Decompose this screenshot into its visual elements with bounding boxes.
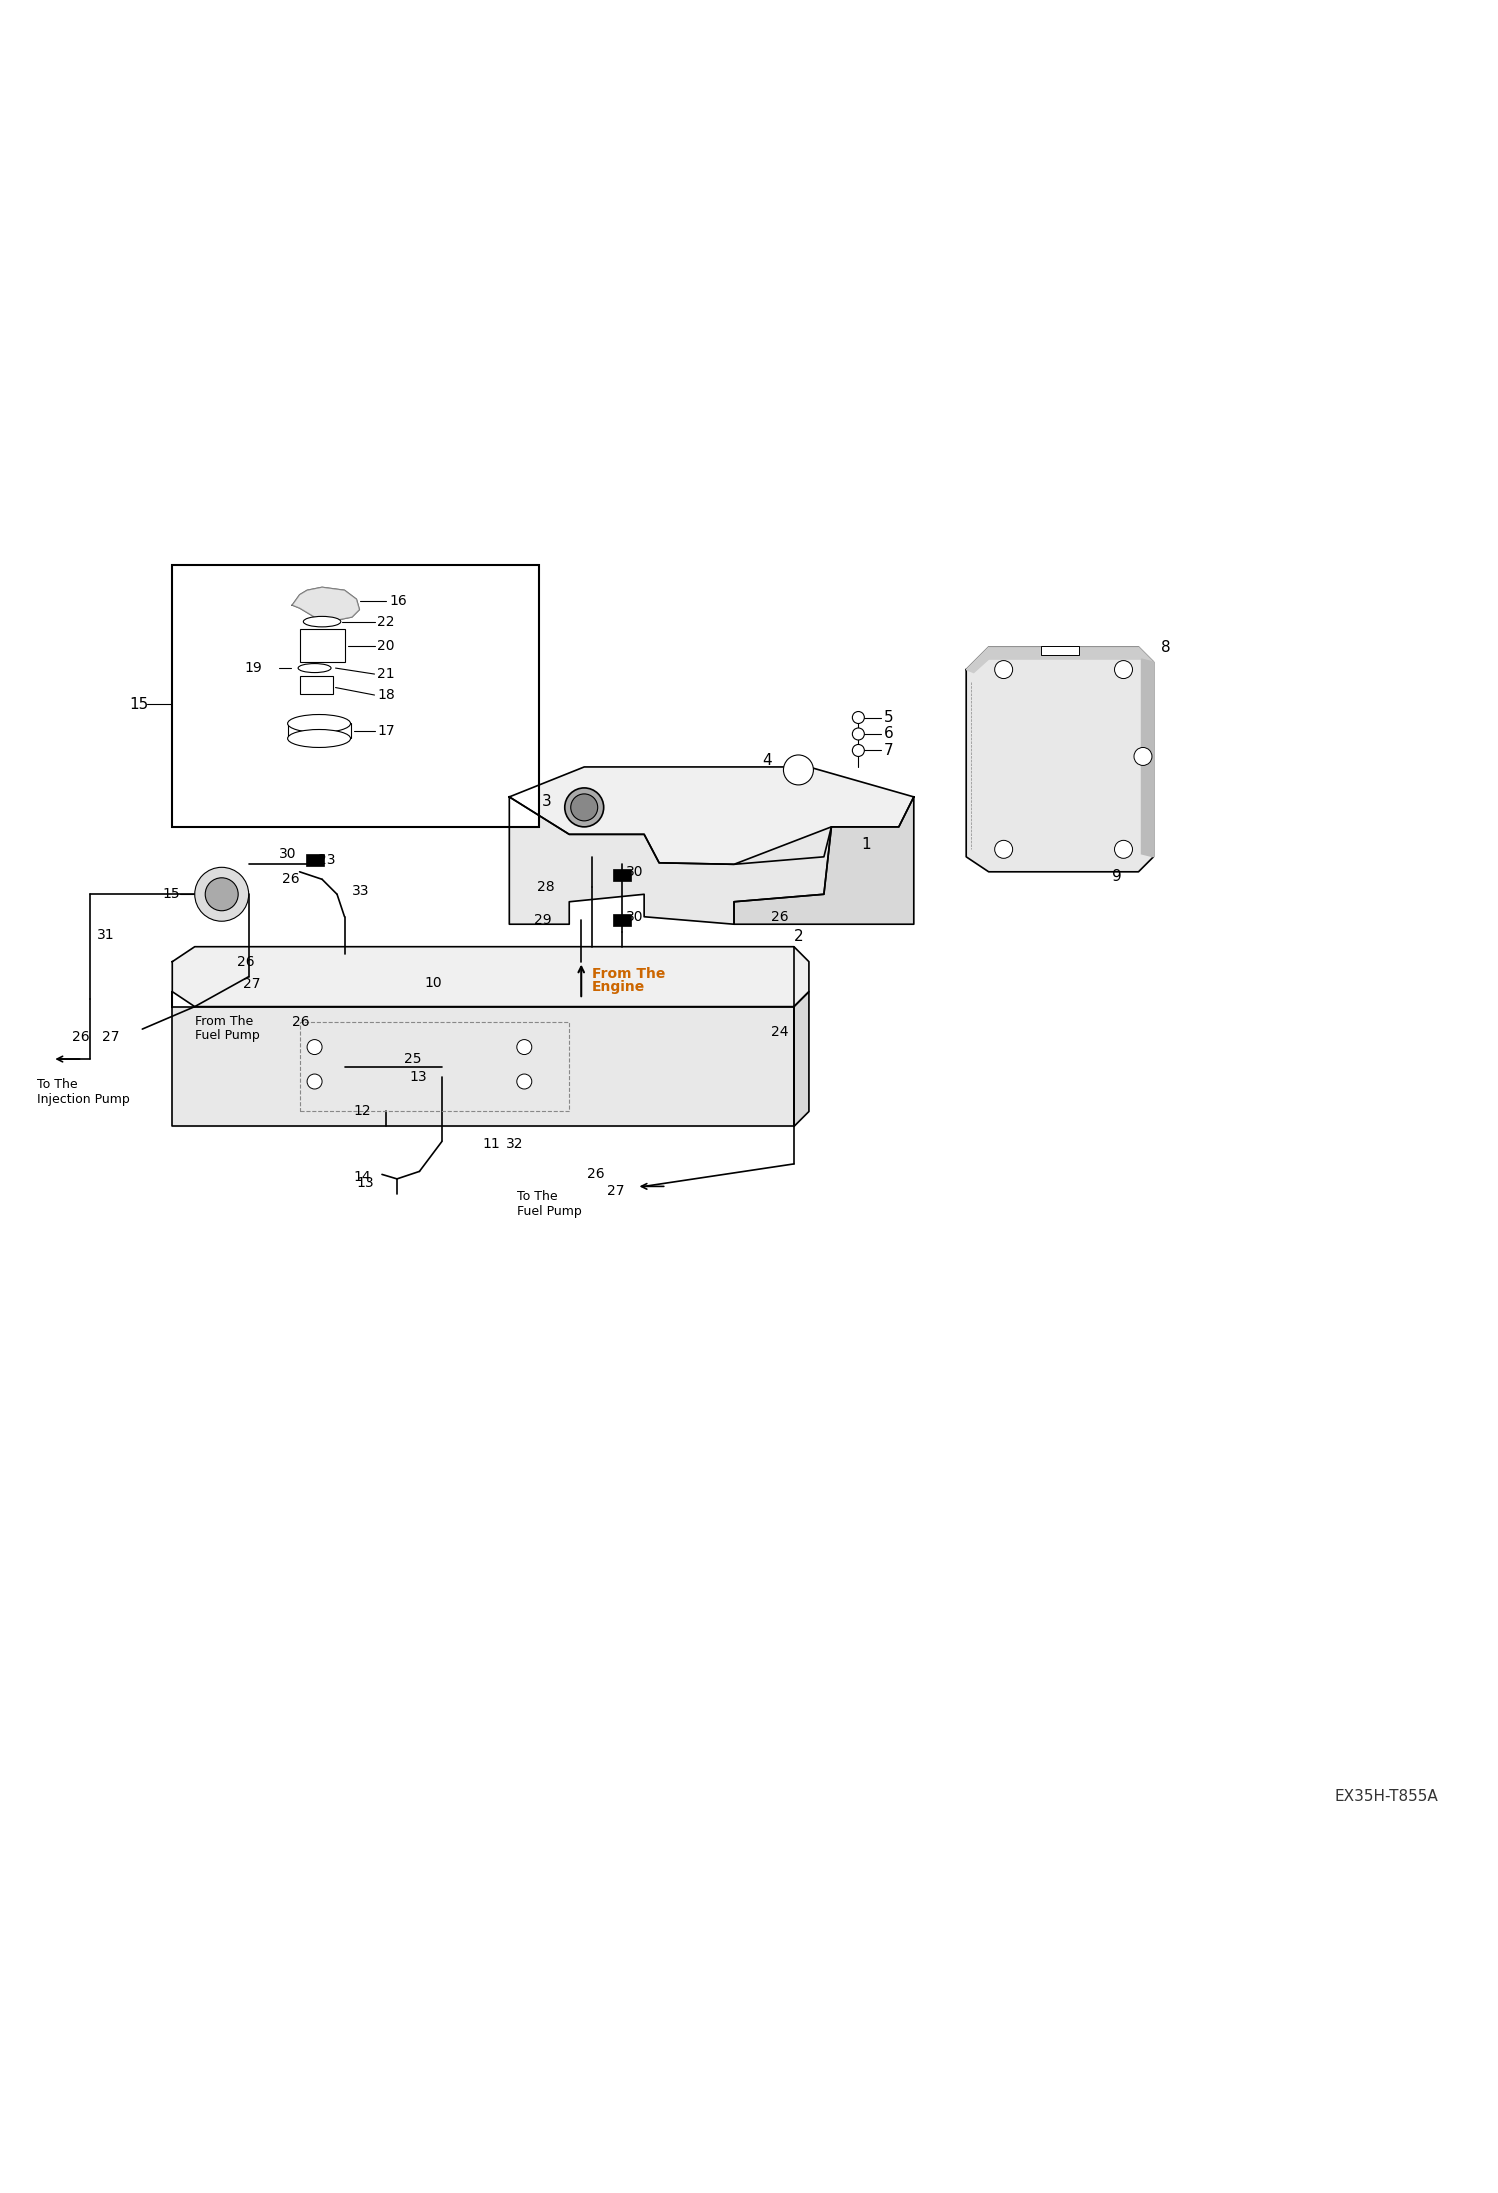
Text: From The: From The bbox=[592, 967, 665, 980]
Circle shape bbox=[852, 711, 864, 724]
Text: Engine: Engine bbox=[592, 980, 646, 993]
Text: 20: 20 bbox=[377, 638, 395, 654]
Text: To The: To The bbox=[37, 1079, 78, 1090]
Text: Fuel Pump: Fuel Pump bbox=[195, 1029, 259, 1042]
Bar bbox=[613, 868, 631, 882]
Ellipse shape bbox=[303, 616, 342, 627]
Text: 7: 7 bbox=[884, 743, 893, 759]
Bar bbox=[300, 629, 345, 662]
Polygon shape bbox=[734, 796, 914, 923]
Text: 4: 4 bbox=[762, 754, 771, 768]
Circle shape bbox=[205, 877, 238, 910]
Circle shape bbox=[995, 660, 1013, 678]
Polygon shape bbox=[794, 991, 809, 1127]
Ellipse shape bbox=[298, 664, 331, 673]
Text: 12: 12 bbox=[354, 1105, 372, 1118]
Circle shape bbox=[852, 728, 864, 739]
Circle shape bbox=[995, 840, 1013, 857]
Bar bbox=[172, 566, 539, 827]
Text: From The: From The bbox=[195, 1015, 253, 1029]
Polygon shape bbox=[509, 796, 831, 923]
Text: 15: 15 bbox=[129, 697, 148, 711]
Circle shape bbox=[307, 1075, 322, 1090]
Text: 16: 16 bbox=[389, 594, 407, 607]
Text: 27: 27 bbox=[243, 978, 261, 991]
Bar bbox=[300, 1022, 569, 1112]
Text: 30: 30 bbox=[279, 846, 297, 862]
Text: 18: 18 bbox=[377, 689, 395, 702]
Circle shape bbox=[1134, 748, 1152, 765]
Text: 25: 25 bbox=[404, 1053, 422, 1066]
Text: 30: 30 bbox=[626, 910, 644, 923]
Text: 13: 13 bbox=[409, 1070, 427, 1083]
Text: 26: 26 bbox=[771, 910, 789, 923]
Circle shape bbox=[307, 1039, 322, 1055]
Text: 24: 24 bbox=[771, 1024, 789, 1039]
Text: 26: 26 bbox=[237, 954, 255, 969]
Text: 26: 26 bbox=[292, 1015, 310, 1029]
Text: 6: 6 bbox=[884, 726, 894, 741]
Circle shape bbox=[783, 754, 813, 785]
Text: 26: 26 bbox=[587, 1167, 605, 1182]
Polygon shape bbox=[966, 647, 1153, 873]
Text: 3: 3 bbox=[541, 794, 551, 809]
Polygon shape bbox=[172, 991, 794, 1127]
Text: EX35H-T855A: EX35H-T855A bbox=[1335, 1789, 1438, 1803]
Circle shape bbox=[852, 743, 864, 757]
Polygon shape bbox=[292, 588, 360, 621]
Text: 1: 1 bbox=[861, 838, 870, 853]
Text: 27: 27 bbox=[607, 1184, 625, 1197]
Text: 28: 28 bbox=[536, 879, 554, 895]
Text: 14: 14 bbox=[354, 1171, 372, 1184]
Polygon shape bbox=[172, 947, 809, 1007]
Text: 2: 2 bbox=[794, 928, 803, 943]
Polygon shape bbox=[509, 768, 914, 864]
Text: Injection Pump: Injection Pump bbox=[37, 1092, 130, 1105]
Circle shape bbox=[1115, 660, 1132, 678]
Text: 13: 13 bbox=[357, 1175, 374, 1191]
Circle shape bbox=[517, 1039, 532, 1055]
Ellipse shape bbox=[288, 715, 351, 732]
Text: 33: 33 bbox=[352, 884, 370, 899]
Polygon shape bbox=[1141, 660, 1153, 857]
Bar bbox=[300, 675, 333, 693]
Polygon shape bbox=[966, 647, 1153, 673]
Circle shape bbox=[195, 866, 249, 921]
Ellipse shape bbox=[288, 730, 351, 748]
Text: 15: 15 bbox=[162, 888, 180, 901]
Text: 23: 23 bbox=[318, 853, 336, 866]
Bar bbox=[306, 853, 324, 866]
Text: 11: 11 bbox=[482, 1138, 500, 1151]
Bar bbox=[1041, 645, 1079, 654]
Text: 26: 26 bbox=[72, 1029, 90, 1044]
Text: Fuel Pump: Fuel Pump bbox=[517, 1206, 581, 1219]
Circle shape bbox=[517, 1075, 532, 1090]
Circle shape bbox=[1115, 840, 1132, 857]
Text: 21: 21 bbox=[377, 667, 395, 682]
Text: 30: 30 bbox=[626, 864, 644, 879]
Text: 8: 8 bbox=[1161, 640, 1170, 654]
Text: 27: 27 bbox=[102, 1029, 120, 1044]
Text: 9: 9 bbox=[1112, 868, 1122, 884]
Text: 19: 19 bbox=[244, 660, 262, 675]
Text: 5: 5 bbox=[884, 711, 893, 726]
Bar bbox=[613, 914, 631, 925]
Text: To The: To The bbox=[517, 1191, 557, 1204]
Text: 26: 26 bbox=[282, 873, 300, 886]
Circle shape bbox=[571, 794, 598, 820]
Text: 17: 17 bbox=[377, 724, 395, 739]
Text: 10: 10 bbox=[424, 976, 442, 989]
Text: 32: 32 bbox=[506, 1138, 524, 1151]
Circle shape bbox=[565, 787, 604, 827]
Text: 29: 29 bbox=[533, 912, 551, 928]
Text: 31: 31 bbox=[97, 928, 115, 941]
Text: 22: 22 bbox=[377, 614, 395, 629]
